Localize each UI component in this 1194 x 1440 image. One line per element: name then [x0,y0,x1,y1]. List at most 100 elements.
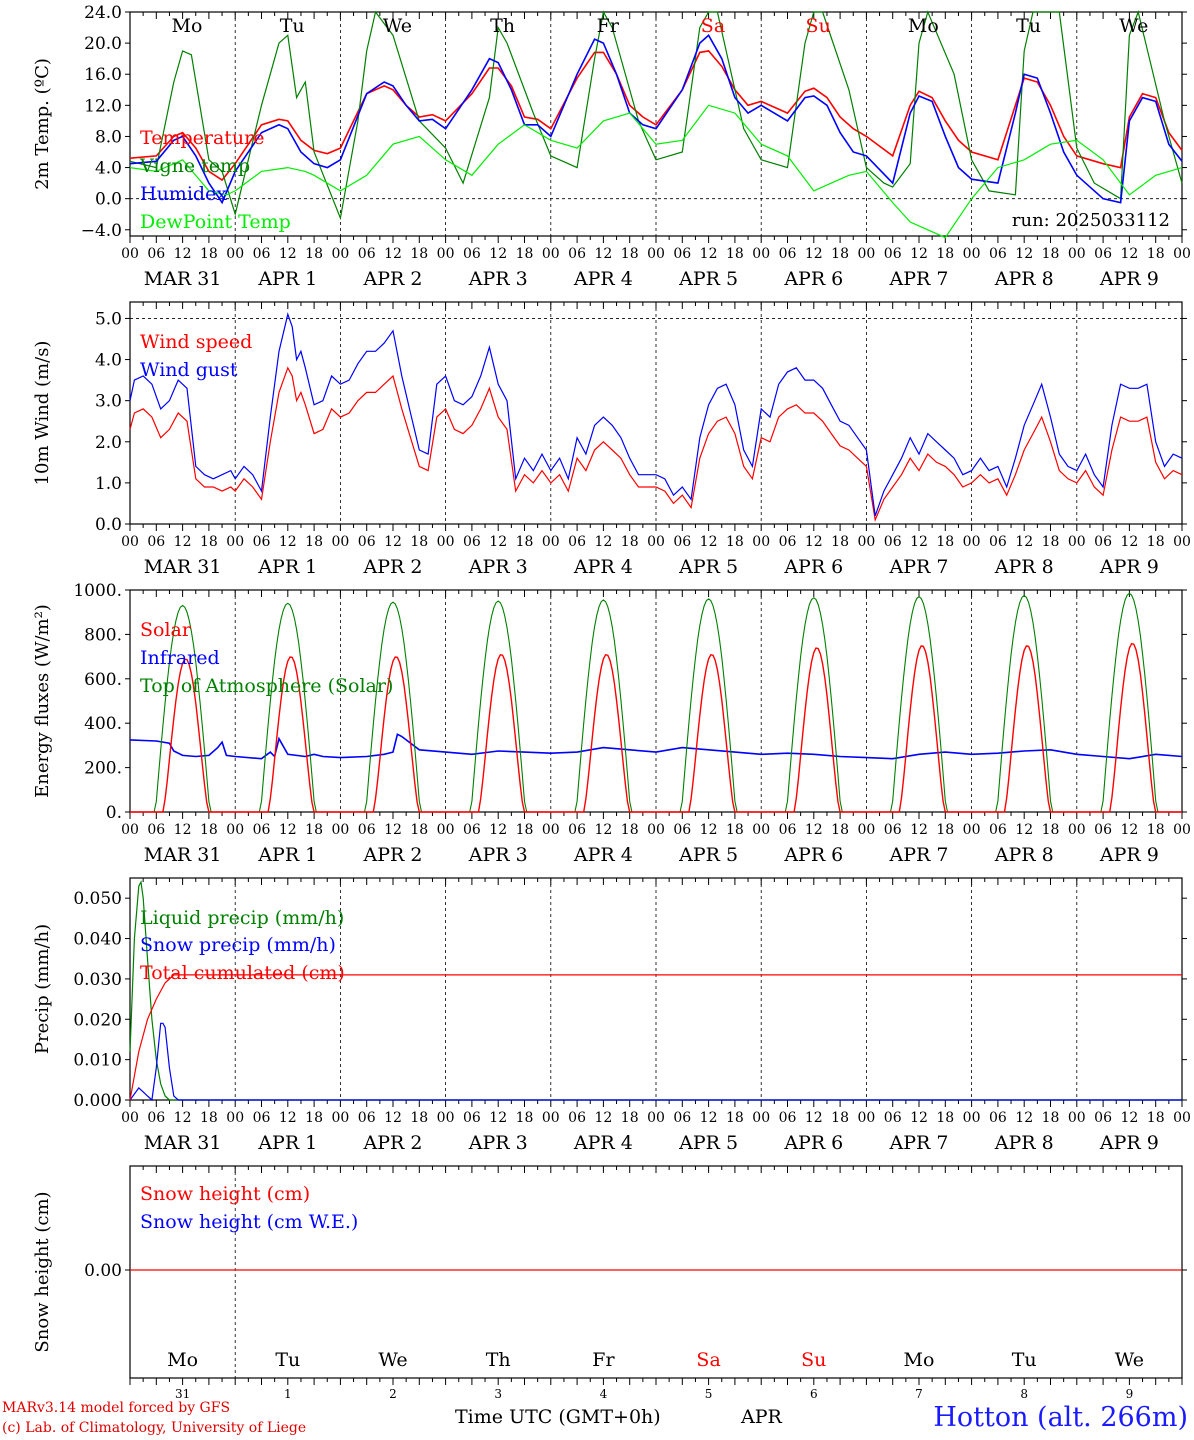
x-hour-label: 18 [726,822,744,838]
x-hour-label: 06 [779,822,797,838]
weekday-label-bottom: Sa [696,1349,720,1371]
weekday-label-bottom: Su [801,1349,826,1371]
y-tick-label: 800. [84,625,122,645]
x-hour-label: 06 [779,1110,797,1126]
x-hour-label: 00 [226,534,244,550]
x-hour-label: 06 [463,534,481,550]
x-hour-label: 00 [331,1110,349,1126]
x-hour-label: 12 [279,822,297,838]
y-tick-label: 0.030 [73,970,122,990]
x-hour-label: 18 [621,822,639,838]
x-hour-label: 18 [831,822,849,838]
x-hour-label: 12 [594,246,612,262]
legend-entry: Infrared [140,647,220,669]
legend-entry: Snow precip (mm/h) [140,934,336,956]
x-hour-label: 00 [437,822,455,838]
x-date-label: APR 5 [678,556,738,578]
x-hour-label: 18 [1147,822,1165,838]
x-hour-label: 18 [200,246,218,262]
series-line [129,974,1182,1101]
x-hour-label: 18 [726,1110,744,1126]
x-hour-label: 06 [673,534,691,550]
x-date-label: APR 1 [257,268,317,290]
y-tick-label: 200. [84,759,122,779]
x-date-label: APR 8 [994,268,1054,290]
x-hour-label: 06 [147,534,165,550]
x-hour-label: 00 [647,1110,665,1126]
x-date-label: APR 2 [363,556,423,578]
y-tick-label: 1.0 [95,474,122,494]
x-hour-label: 12 [384,534,402,550]
weekday-label: Mo [172,15,203,37]
y-axis-label: Precip (mm/h) [32,924,53,1054]
x-hour-label: 06 [147,822,165,838]
x-hour-label: 06 [253,246,271,262]
x-hour-label: 06 [1094,1110,1112,1126]
y-tick-label: 4.0 [95,351,122,371]
x-hour-label: 06 [989,246,1007,262]
legend-entry: Liquid precip (mm/h) [140,907,344,929]
x-hour-label: 12 [1015,822,1033,838]
x-hour-label: 18 [621,534,639,550]
x-hour-label: 12 [910,1110,928,1126]
x-date-label: APR 1 [257,844,317,866]
day-number-label: 5 [705,1387,713,1401]
x-hour-label: 00 [542,822,560,838]
x-date-label: APR 6 [783,844,843,866]
day-number-label: 7 [915,1387,923,1401]
legend-entry: Solar [140,619,192,641]
x-hour-label: 18 [410,534,428,550]
weekday-label: Mo [908,15,939,37]
x-hour-label: 18 [200,1110,218,1126]
y-tick-label: 20.0 [84,34,122,54]
weekday-label-bottom: Tu [1012,1349,1037,1371]
x-hour-label: 00 [963,1110,981,1126]
series-line [129,733,1183,760]
solar-line [130,642,1182,813]
x-hour-label: 18 [1042,534,1060,550]
x-hour-label: 00 [121,1110,139,1126]
x-hour-label: 00 [437,1110,455,1126]
x-hour-label: 06 [673,822,691,838]
x-hour-label: 12 [700,1110,718,1126]
x-hour-label: 06 [989,822,1007,838]
x-date-label: MAR 31 [144,844,222,866]
x-hour-label: 00 [226,822,244,838]
x-hour-label: 12 [1015,534,1033,550]
x-hour-label: 06 [253,1110,271,1126]
x-date-label: APR 8 [994,556,1054,578]
x-hour-label: 06 [463,822,481,838]
lab-credit: (c) Lab. of Climatology, University of L… [2,1420,307,1436]
x-hour-label: 00 [1068,534,1086,550]
x-date-label: APR 9 [1099,844,1159,866]
x-hour-label: 18 [200,822,218,838]
x-date-label: APR 2 [363,1132,423,1154]
day-number-label: 31 [175,1387,190,1401]
legend-entry: DewPoint Temp [140,211,291,233]
x-hour-label: 12 [174,534,192,550]
x-hour-label: 06 [884,246,902,262]
x-hour-label: 18 [726,246,744,262]
x-hour-label: 12 [174,246,192,262]
month-label: APR [741,1406,782,1428]
series-line [129,9,1183,221]
x-hour-label: 00 [1173,1110,1191,1126]
x-hour-label: 12 [594,822,612,838]
x-hour-label: 18 [516,534,534,550]
x-hour-label: 06 [358,534,376,550]
x-date-label: APR 2 [363,844,423,866]
series-line [129,104,1183,239]
x-hour-label: 12 [1120,246,1138,262]
x-hour-label: 00 [857,246,875,262]
x-hour-label: 00 [1068,822,1086,838]
y-tick-label: 0.00 [84,1261,122,1281]
x-hour-label: 00 [1173,246,1191,262]
x-hour-label: 06 [568,246,586,262]
y-tick-label: 5.0 [95,309,122,329]
x-hour-label: 00 [542,246,560,262]
weekday-label: Tu [280,15,305,37]
x-hour-label: 18 [305,246,323,262]
x-hour-label: 06 [779,534,797,550]
y-tick-label: 4.0 [95,159,122,179]
